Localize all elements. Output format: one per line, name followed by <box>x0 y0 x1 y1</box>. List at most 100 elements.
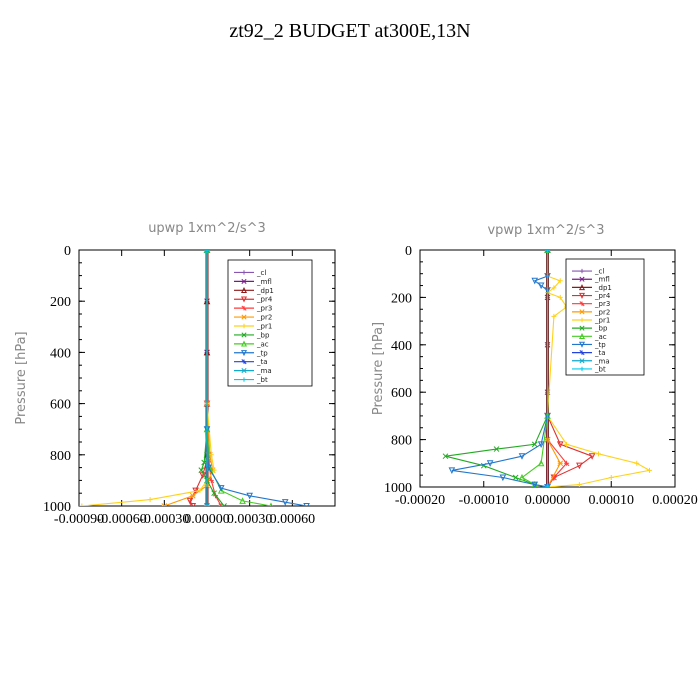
x-tick-label: 0.00030 <box>227 512 273 527</box>
x-tick-label: 0.00010 <box>589 493 635 508</box>
series-point <box>147 497 153 503</box>
series-point <box>588 453 596 460</box>
x-tick-label: -0.00010 <box>459 493 509 508</box>
legend-marker <box>579 358 585 364</box>
legend-marker <box>579 301 585 307</box>
legend-marker <box>241 314 247 320</box>
series-point <box>239 497 246 504</box>
legend-entry: _tp <box>256 349 268 357</box>
series-line <box>451 250 549 487</box>
series-point <box>79 503 85 506</box>
chart-title: upwp 1xm^2/s^3 <box>148 221 266 236</box>
legend-marker <box>241 305 247 311</box>
legend-entry: _ta <box>594 349 606 357</box>
legend-box <box>565 258 645 376</box>
legend-entry: _pr1 <box>256 323 272 331</box>
y-tick-label: 600 <box>391 386 412 401</box>
series-point <box>544 484 551 487</box>
series-line <box>445 250 549 487</box>
series-point <box>564 441 570 447</box>
x-tick-label: 0.00020 <box>652 493 698 508</box>
legend-entry: _pr1 <box>594 317 610 325</box>
series-point <box>303 503 310 506</box>
series-point <box>208 452 214 458</box>
legend-entry: _ta <box>256 358 268 366</box>
y-tick-label: 400 <box>50 346 71 361</box>
x-tick-label: 0.00000 <box>525 493 571 508</box>
series-point <box>537 282 545 290</box>
legend-marker <box>240 350 248 357</box>
legend-marker <box>578 332 586 340</box>
y-tick-label: 200 <box>50 295 71 310</box>
legend-marker <box>578 341 586 348</box>
y-tick-label: 400 <box>391 339 412 354</box>
x-tick-label: -0.00090 <box>54 512 104 527</box>
series-point <box>218 503 224 506</box>
legend-entry: _pr2 <box>256 314 272 322</box>
legend-entry: _dp1 <box>594 284 612 292</box>
series-point <box>189 503 197 506</box>
legend: _cl_mfl_dp1_pr4_pr3_pr2_pr1_bp_ac_tp_ta_… <box>565 258 645 376</box>
series-point <box>197 488 203 494</box>
legend-entry: _tp <box>594 341 606 349</box>
series-point <box>544 250 551 253</box>
series-point <box>551 313 557 319</box>
legend-marker <box>240 296 248 303</box>
y-tick-label: 1000 <box>43 500 71 515</box>
series-point <box>201 459 208 466</box>
legend-entry: _ma <box>256 367 272 375</box>
y-tick-label: 0 <box>405 244 412 259</box>
chart-title: vpwp 1xm^2/s^3 <box>487 223 604 238</box>
series-point <box>518 473 526 481</box>
legend-entry: _ma <box>594 357 610 365</box>
legend-marker <box>579 350 585 356</box>
series-point <box>647 467 652 473</box>
legend-entry: _mfl <box>594 276 610 284</box>
series-point <box>217 487 225 494</box>
series-point <box>545 484 550 487</box>
series-point <box>537 459 545 467</box>
legend-marker <box>240 286 248 294</box>
legend-entry: _pr3 <box>256 305 272 313</box>
chart-2: vpwp 1xm^2/s^3 Pressure [hPa] 0 200 400 600 80… <box>371 223 698 508</box>
page-title: zt92_2 BUDGET at300E,13N <box>229 20 471 42</box>
legend-entry: _pr2 <box>594 308 610 316</box>
x-tick-label: 0.00000 <box>184 512 230 527</box>
legend-marker <box>579 276 585 282</box>
series-point <box>221 503 227 506</box>
legend-marker <box>578 284 586 291</box>
legend-entry: _bt <box>594 365 606 373</box>
legend-entry: _pr4 <box>594 292 611 300</box>
series-point <box>204 503 210 506</box>
legend-entry: _bp <box>594 325 608 333</box>
legend-entry: _cl <box>594 268 604 276</box>
x-tick-label: -0.00020 <box>395 493 445 508</box>
legend-marker <box>241 278 247 284</box>
series-point <box>556 441 564 448</box>
y-tick-label: 800 <box>50 449 71 464</box>
chart-1: upwp 1xm^2/s^3 Pressure [hPa] 0 200 400 600 80… <box>14 221 336 527</box>
x-tick-label: -0.00060 <box>97 512 147 527</box>
series-point <box>545 250 550 253</box>
series-point <box>499 474 507 482</box>
series-point <box>557 460 564 467</box>
series-point <box>512 474 519 481</box>
x-tick-label: 0.00060 <box>270 512 316 527</box>
y-tick-label: 200 <box>391 291 412 306</box>
legend-entry: _pr4 <box>256 296 273 304</box>
legend-entry: _pr3 <box>594 300 610 308</box>
y-axis-label: Pressure [hPa] <box>14 331 29 424</box>
legend: _cl_mfl_dp1_pr4_pr3_pr2_pr1_bp_ac_tp_ta_… <box>227 259 313 387</box>
series-point <box>189 492 196 499</box>
legend-marker <box>241 332 247 338</box>
series-point <box>211 490 217 497</box>
series-point <box>608 475 614 481</box>
series-point <box>448 467 456 475</box>
series-point <box>198 467 205 474</box>
series-point <box>531 481 539 487</box>
series-line <box>520 250 549 487</box>
legend-marker <box>241 270 247 275</box>
legend-entry: _bp <box>256 331 270 339</box>
legend-marker <box>241 359 247 365</box>
